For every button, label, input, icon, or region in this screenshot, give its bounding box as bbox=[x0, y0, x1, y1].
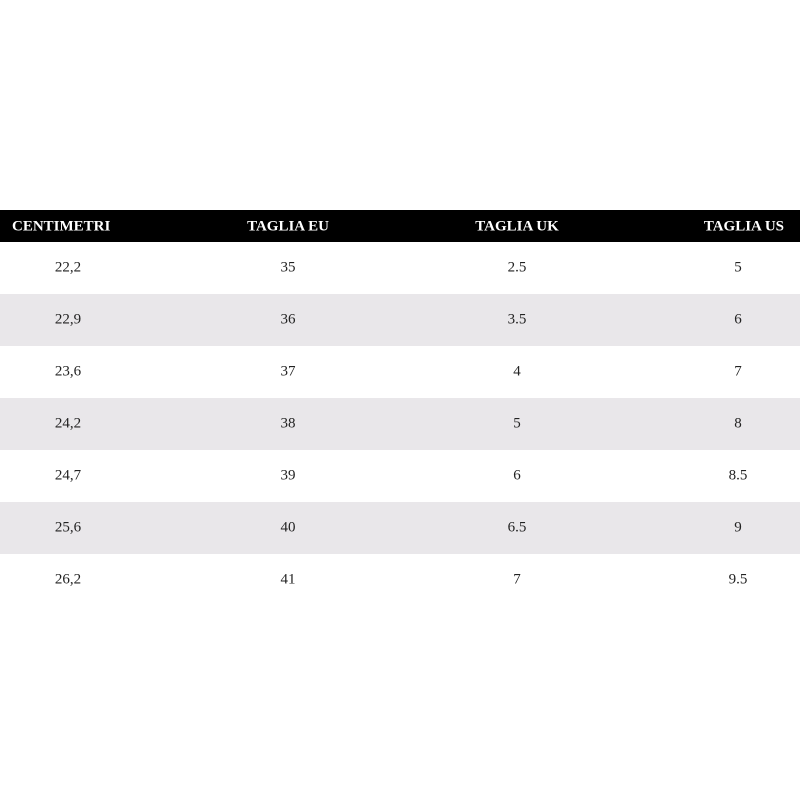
header-bar bbox=[0, 210, 800, 242]
cell: 7 bbox=[513, 571, 521, 587]
column-header: CENTIMETRI bbox=[12, 218, 111, 234]
cell: 7 bbox=[734, 363, 742, 379]
cell: 23,6 bbox=[55, 363, 82, 379]
column-header: TAGLIA UK bbox=[475, 218, 559, 234]
cell: 24,2 bbox=[55, 415, 81, 431]
cell: 40 bbox=[281, 519, 296, 535]
cell: 38 bbox=[281, 415, 296, 431]
cell: 41 bbox=[281, 571, 296, 587]
cell: 8 bbox=[734, 415, 742, 431]
cell: 39 bbox=[281, 467, 296, 483]
row-shade bbox=[0, 502, 800, 554]
cell: 37 bbox=[281, 363, 297, 379]
cell: 3.5 bbox=[508, 311, 527, 327]
row-shade bbox=[0, 398, 800, 450]
cell: 5 bbox=[513, 415, 521, 431]
column-header: TAGLIA EU bbox=[247, 218, 329, 234]
cell: 26,2 bbox=[55, 571, 81, 587]
column-header: TAGLIA US bbox=[704, 218, 784, 234]
cell: 22,9 bbox=[55, 311, 81, 327]
cell: 22,2 bbox=[55, 259, 81, 275]
cell: 6 bbox=[734, 311, 742, 327]
cell: 2.5 bbox=[508, 259, 527, 275]
row-shade bbox=[0, 294, 800, 346]
cell: 25,6 bbox=[55, 519, 82, 535]
cell: 35 bbox=[281, 259, 296, 275]
cell: 24,7 bbox=[55, 467, 82, 483]
cell: 9.5 bbox=[729, 571, 748, 587]
cell: 36 bbox=[281, 311, 297, 327]
cell: 8.5 bbox=[729, 467, 748, 483]
cell: 4 bbox=[513, 363, 521, 379]
cell: 6 bbox=[513, 467, 521, 483]
cell: 9 bbox=[734, 519, 742, 535]
cell: 6.5 bbox=[508, 519, 527, 535]
cell: 5 bbox=[734, 259, 742, 275]
